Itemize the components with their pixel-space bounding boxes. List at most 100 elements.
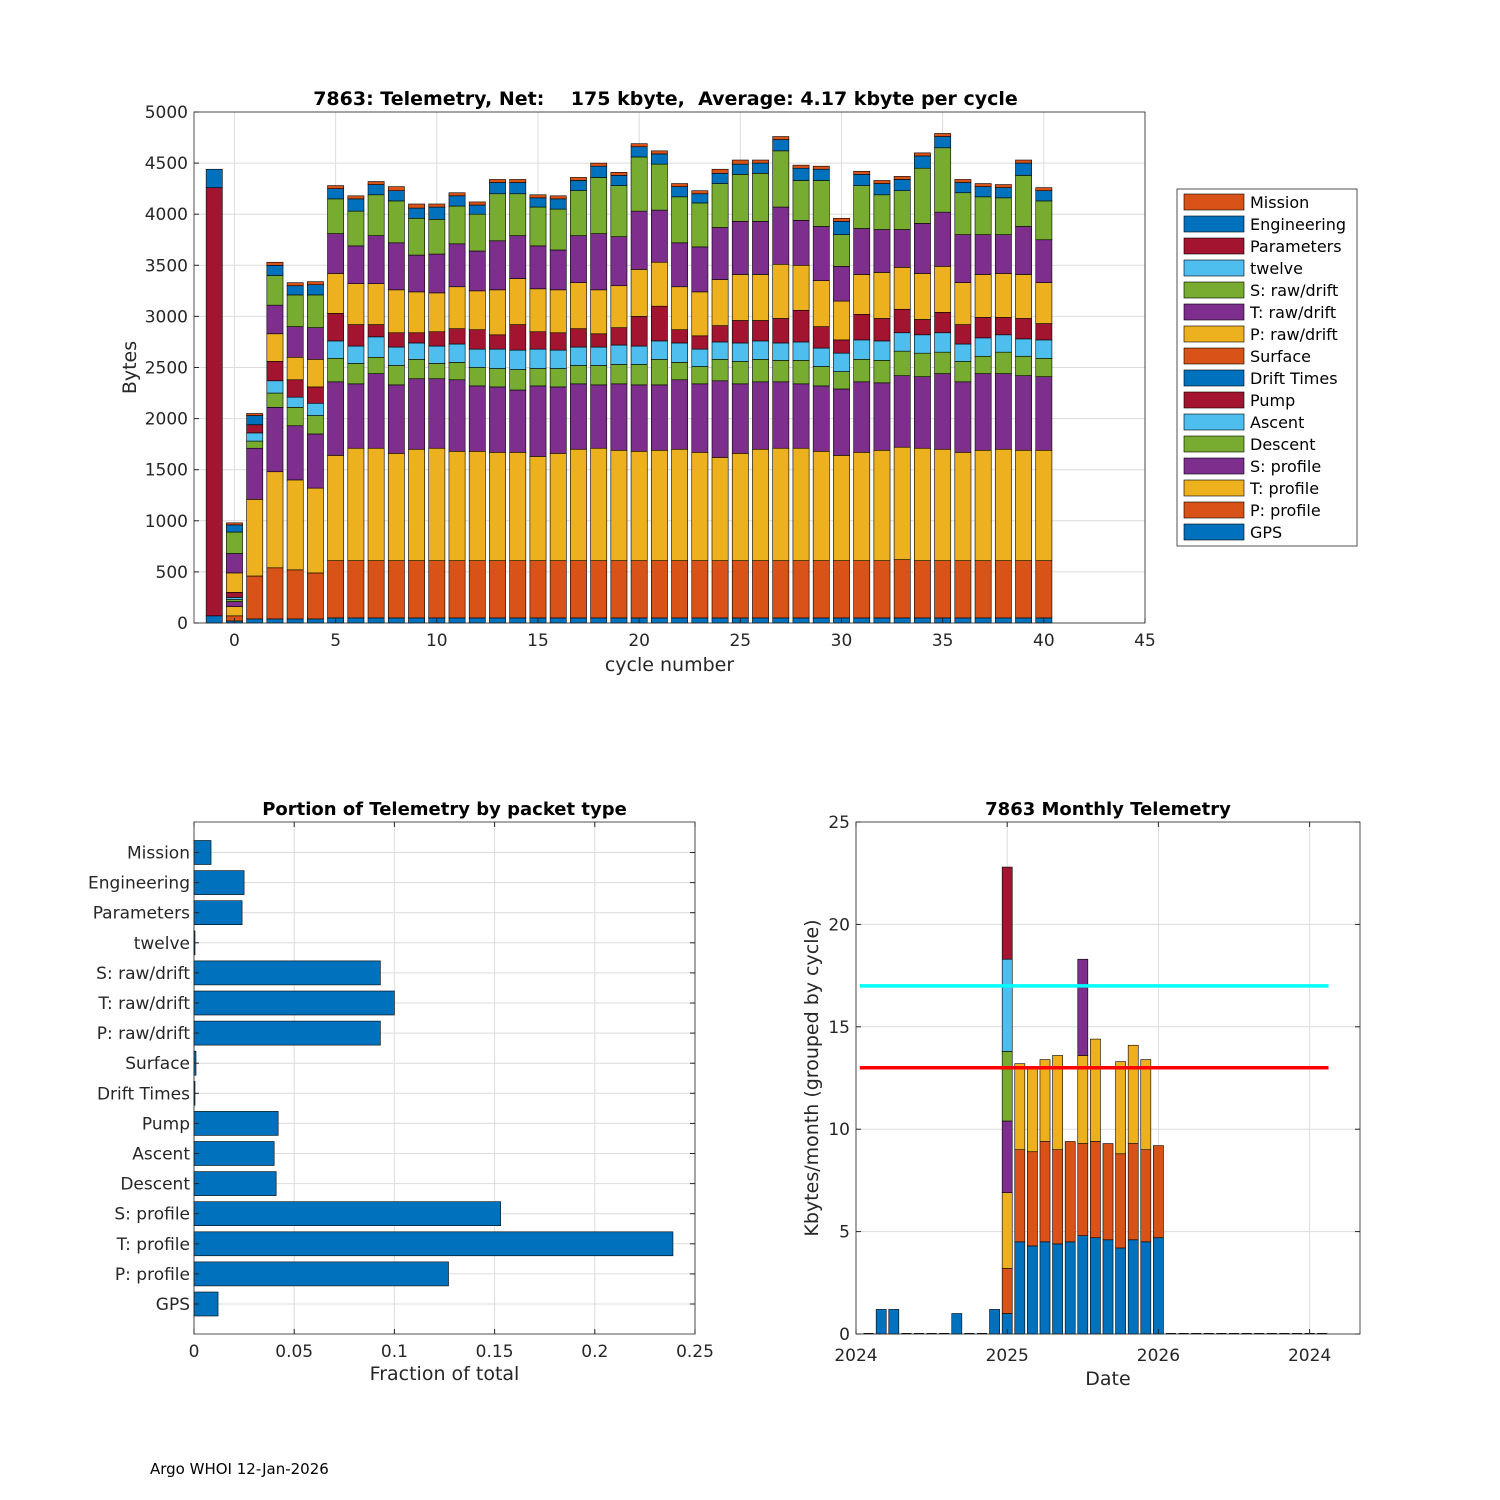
bar-segment	[994, 184, 1012, 188]
bar-segment	[529, 206, 547, 247]
x-tick-label: 0.25	[676, 1342, 714, 1362]
bar-segment	[671, 196, 689, 244]
bar-segment	[590, 365, 608, 386]
bar-segment	[367, 336, 385, 358]
bar-segment	[974, 183, 992, 187]
bar-segment	[570, 365, 587, 385]
portion-bar	[193, 1231, 674, 1257]
bar-segment	[934, 351, 952, 374]
bar-segment	[205, 187, 223, 617]
bar-segment	[226, 606, 243, 617]
month-bar-segment	[1140, 1149, 1152, 1243]
bar-segment	[286, 479, 304, 571]
bar-segment	[812, 560, 830, 619]
bar-segment	[792, 341, 810, 361]
bar-segment	[752, 221, 769, 275]
bar-segment	[468, 367, 486, 387]
bar-segment	[772, 560, 790, 619]
bar-segment	[630, 210, 648, 270]
bar-segment	[934, 136, 952, 149]
bar-segment	[994, 317, 1012, 336]
category-label: Descent	[120, 1175, 190, 1195]
bar-segment	[590, 384, 608, 449]
bar-segment	[327, 233, 345, 274]
bar-segment	[954, 179, 972, 183]
bar-segment	[448, 205, 466, 245]
bar-segment	[529, 288, 547, 333]
month-bar-segment	[1140, 1059, 1152, 1150]
bar-segment	[934, 211, 952, 267]
x-tick-label: 0	[229, 631, 240, 651]
bar-segment	[610, 383, 628, 451]
month-bar-segment	[1001, 958, 1013, 1052]
category-label: P: profile	[115, 1265, 190, 1285]
bar-segment	[630, 269, 648, 317]
legend-swatch	[1183, 325, 1245, 343]
bar-segment	[509, 349, 527, 370]
bar-segment	[347, 363, 365, 385]
category-label: GPS	[156, 1295, 190, 1315]
x-tick-label: 0	[189, 1342, 200, 1362]
legend-swatch	[1183, 259, 1245, 277]
bar-segment	[691, 617, 709, 624]
bar-segment	[226, 601, 243, 607]
bar-segment	[610, 327, 628, 346]
bar-segment	[570, 346, 587, 366]
bar-segment	[590, 289, 608, 335]
bar-segment	[266, 567, 284, 620]
bar-segment	[246, 447, 264, 500]
legend-label: Ascent	[1250, 413, 1304, 432]
month-bar-segment	[888, 1309, 900, 1335]
bar-segment	[408, 217, 425, 256]
bar-segment	[630, 364, 648, 386]
bar-segment	[812, 385, 830, 452]
bar-segment	[570, 617, 587, 624]
bar-segment	[914, 273, 931, 320]
bar-segment	[367, 373, 385, 449]
bar-segment	[873, 180, 891, 184]
bar-segment	[428, 206, 446, 220]
bar-segment	[367, 447, 385, 561]
bar-segment	[954, 282, 972, 325]
category-label: P: raw/drift	[97, 1024, 191, 1044]
bar-segment	[711, 227, 729, 280]
bar-segment	[387, 453, 405, 561]
bar-segment	[853, 274, 871, 315]
legend-swatch	[1183, 413, 1245, 431]
bar-segment	[246, 618, 264, 624]
bar-segment	[1035, 560, 1053, 619]
bar-segment	[307, 294, 324, 328]
bar-segment	[246, 575, 264, 620]
bar-segment	[691, 246, 709, 293]
legend-swatch	[1183, 391, 1245, 409]
portion-bar	[193, 900, 243, 926]
category-label: Mission	[127, 844, 190, 864]
bar-segment	[752, 173, 769, 222]
bar-segment	[873, 382, 891, 451]
bar-segment	[954, 192, 972, 235]
bar-segment	[914, 617, 931, 624]
bar-segment	[893, 446, 911, 560]
bar-segment	[428, 253, 446, 294]
month-bar-segment	[1027, 1067, 1038, 1153]
bar-segment	[610, 560, 628, 619]
bar-segment	[934, 373, 952, 450]
bar-segment	[1015, 162, 1032, 176]
bar-segment	[1015, 318, 1032, 340]
bar-segment	[893, 332, 911, 352]
bar-segment	[570, 180, 587, 191]
bar-segment	[772, 447, 790, 561]
bar-segment	[691, 335, 709, 350]
bar-segment	[610, 449, 628, 561]
bar-segment	[650, 449, 668, 561]
month-bar-segment	[1064, 1241, 1076, 1335]
portion-bar	[193, 1141, 275, 1166]
bar-segment	[266, 361, 284, 382]
bar-segment	[590, 346, 608, 366]
bar-segment	[873, 449, 891, 561]
bar-segment	[1015, 355, 1032, 376]
bar-segment	[1035, 358, 1053, 377]
bar-segment	[934, 560, 952, 619]
month-bar-segment	[1090, 1237, 1101, 1335]
